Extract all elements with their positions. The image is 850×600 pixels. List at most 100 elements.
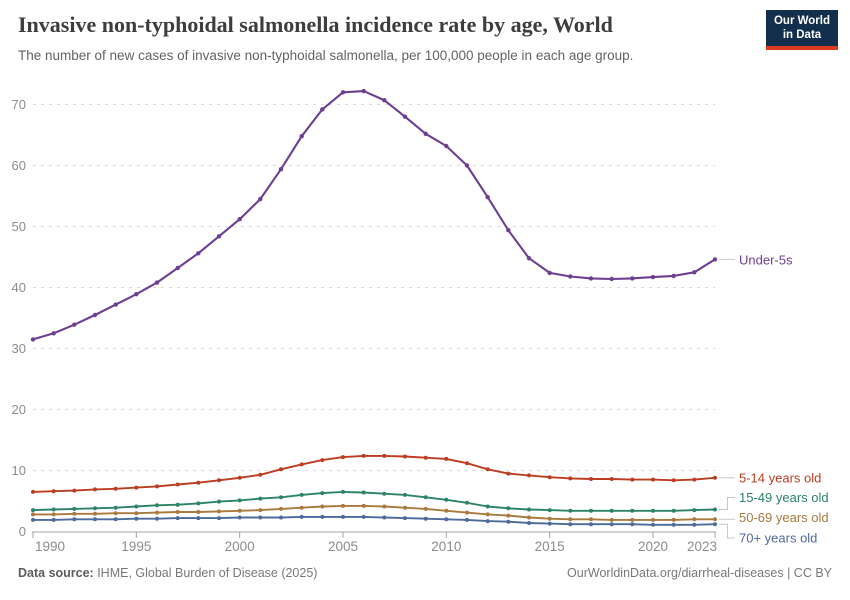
series-point-5-14[interactable] xyxy=(589,477,593,481)
series-point-15-49[interactable] xyxy=(568,508,573,513)
series-point-15-49[interactable] xyxy=(465,500,469,505)
series-point-70-plus[interactable] xyxy=(671,522,676,527)
series-point-70-plus[interactable] xyxy=(547,521,552,526)
series-point-70-plus[interactable] xyxy=(72,517,77,522)
series-point-under-5s[interactable] xyxy=(113,302,118,307)
series-point-70-plus[interactable] xyxy=(320,514,325,519)
series-point-70-plus[interactable] xyxy=(93,517,97,522)
series-point-50-69[interactable] xyxy=(279,506,283,511)
series-50-69[interactable]: 50-69 years old xyxy=(31,503,829,525)
series-point-5-14[interactable] xyxy=(671,478,676,483)
series-point-15-49[interactable] xyxy=(361,490,366,495)
series-point-70-plus[interactable] xyxy=(237,515,242,520)
series-point-50-69[interactable] xyxy=(237,508,242,513)
series-point-50-69[interactable] xyxy=(361,503,366,508)
series-point-under-5s[interactable] xyxy=(671,273,676,279)
series-point-50-69[interactable] xyxy=(51,512,56,517)
series-point-under-5s[interactable] xyxy=(320,107,325,112)
series-point-50-69[interactable] xyxy=(671,517,676,522)
series-point-50-69[interactable] xyxy=(485,512,490,517)
series-point-70-plus[interactable] xyxy=(341,514,345,519)
series-point-5-14[interactable] xyxy=(651,477,655,482)
series-point-70-plus[interactable] xyxy=(155,516,159,521)
series-point-5-14[interactable] xyxy=(51,489,56,494)
series-5-14[interactable]: 5-14 years old xyxy=(31,453,821,494)
series-point-50-69[interactable] xyxy=(217,509,221,514)
series-point-under-5s[interactable] xyxy=(382,98,387,103)
series-point-under-5s[interactable] xyxy=(650,274,656,280)
series-15-49[interactable]: 15-49 years old xyxy=(31,489,829,513)
series-point-5-14[interactable] xyxy=(175,482,180,487)
series-point-70-plus[interactable] xyxy=(609,522,614,527)
series-point-70-plus[interactable] xyxy=(196,516,201,521)
series-point-15-49[interactable] xyxy=(609,508,614,513)
series-point-under-5s[interactable] xyxy=(402,114,408,119)
series-point-70-plus[interactable] xyxy=(382,515,387,520)
series-point-50-69[interactable] xyxy=(506,513,511,518)
owid-url-link[interactable]: OurWorldinData.org/diarrheal-diseases xyxy=(567,566,784,580)
series-point-5-14[interactable] xyxy=(72,488,77,493)
series-point-70-plus[interactable] xyxy=(485,519,490,524)
series-point-15-49[interactable] xyxy=(299,492,304,497)
series-point-15-49[interactable] xyxy=(692,508,697,513)
series-point-under-5s[interactable] xyxy=(464,163,470,168)
series-point-15-49[interactable] xyxy=(72,506,77,511)
series-point-5-14[interactable] xyxy=(320,458,325,463)
series-70-plus[interactable]: 70+ years old xyxy=(31,514,817,546)
series-point-under-5s[interactable] xyxy=(175,265,180,271)
series-line-70-plus[interactable] xyxy=(32,515,716,526)
series-point-15-49[interactable] xyxy=(113,505,118,510)
series-point-5-14[interactable] xyxy=(134,485,139,490)
series-point-15-49[interactable] xyxy=(713,507,717,512)
series-point-50-69[interactable] xyxy=(258,508,263,513)
series-point-70-plus[interactable] xyxy=(51,517,56,522)
series-point-50-69[interactable] xyxy=(465,510,469,515)
series-point-50-69[interactable] xyxy=(320,504,325,509)
series-point-70-plus[interactable] xyxy=(589,522,593,527)
series-point-50-69[interactable] xyxy=(113,511,118,516)
series-point-under-5s[interactable] xyxy=(609,276,614,282)
series-point-5-14[interactable] xyxy=(299,462,304,467)
series-point-under-5s[interactable] xyxy=(340,90,346,95)
series-point-50-69[interactable] xyxy=(31,512,35,517)
series-point-70-plus[interactable] xyxy=(258,515,263,520)
series-point-50-69[interactable] xyxy=(299,505,304,510)
series-point-5-14[interactable] xyxy=(341,455,345,460)
series-point-15-49[interactable] xyxy=(630,508,635,513)
series-point-5-14[interactable] xyxy=(465,461,469,466)
series-point-under-5s[interactable] xyxy=(485,195,490,200)
series-point-under-5s[interactable] xyxy=(134,292,139,297)
series-point-15-49[interactable] xyxy=(547,508,552,513)
series-point-5-14[interactable] xyxy=(527,473,531,478)
series-point-15-49[interactable] xyxy=(485,504,490,509)
series-point-50-69[interactable] xyxy=(72,511,77,516)
series-point-15-49[interactable] xyxy=(155,503,159,508)
series-point-5-14[interactable] xyxy=(113,486,118,491)
series-point-under-5s[interactable] xyxy=(712,257,718,262)
series-label-50-69[interactable]: 50-69 years old xyxy=(739,510,829,525)
series-label-5-14[interactable]: 5-14 years old xyxy=(739,471,821,486)
series-point-5-14[interactable] xyxy=(361,453,366,458)
series-point-70-plus[interactable] xyxy=(713,522,717,527)
series-point-under-5s[interactable] xyxy=(444,143,449,149)
series-point-70-plus[interactable] xyxy=(31,517,35,522)
series-point-15-49[interactable] xyxy=(341,489,345,494)
series-point-70-plus[interactable] xyxy=(403,516,407,521)
series-point-50-69[interactable] xyxy=(713,517,717,522)
series-point-70-plus[interactable] xyxy=(134,516,139,521)
series-under-5s[interactable]: Under-5s xyxy=(30,88,793,342)
series-point-5-14[interactable] xyxy=(403,454,407,459)
series-point-5-14[interactable] xyxy=(444,456,449,461)
series-point-50-69[interactable] xyxy=(423,506,428,511)
series-point-under-5s[interactable] xyxy=(51,331,56,336)
series-point-70-plus[interactable] xyxy=(299,514,304,519)
series-point-under-5s[interactable] xyxy=(568,274,573,279)
series-point-50-69[interactable] xyxy=(175,510,180,514)
series-point-15-49[interactable] xyxy=(671,508,676,513)
series-point-5-14[interactable] xyxy=(196,480,201,485)
series-point-15-49[interactable] xyxy=(175,502,180,507)
series-point-50-69[interactable] xyxy=(134,511,139,516)
series-point-50-69[interactable] xyxy=(341,503,345,508)
series-point-50-69[interactable] xyxy=(527,515,531,520)
series-point-50-69[interactable] xyxy=(444,508,449,513)
